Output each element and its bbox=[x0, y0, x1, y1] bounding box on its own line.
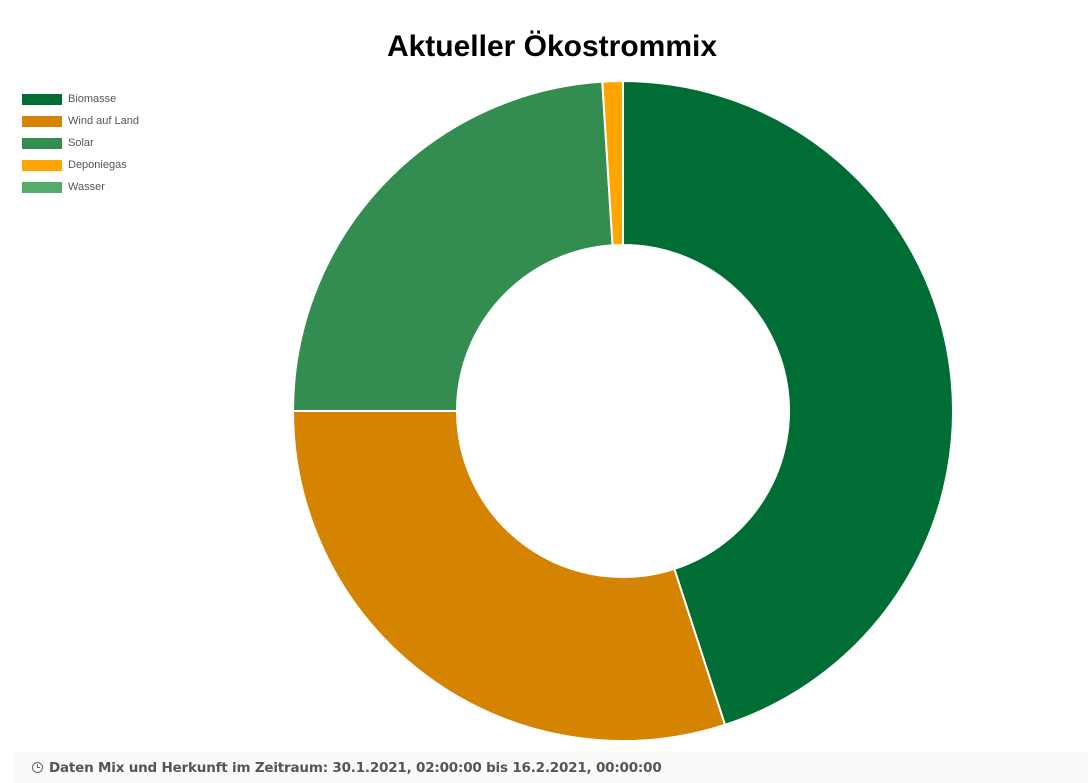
legend-label: Solar bbox=[68, 137, 94, 149]
legend-item-wasser[interactable]: Wasser bbox=[22, 176, 139, 198]
legend-swatch bbox=[22, 159, 62, 171]
legend-swatch bbox=[22, 137, 62, 149]
donut-slice-solar[interactable] bbox=[291, 80, 614, 412]
data-period-text: Daten Mix und Herkunft im Zeitraum: 30.1… bbox=[49, 759, 662, 776]
legend-label: Wasser bbox=[68, 181, 105, 193]
legend-label: Deponiegas bbox=[68, 159, 127, 171]
donut-slice-biomasse[interactable] bbox=[622, 79, 954, 727]
data-period-footer: Daten Mix und Herkunft im Zeitraum: 30.1… bbox=[14, 752, 1088, 783]
clock-icon bbox=[32, 762, 43, 773]
chart-legend: Biomasse Wind auf Land Solar Deponiegas Wass… bbox=[22, 88, 139, 198]
chart-title: Aktueller Ökostrommix bbox=[386, 30, 718, 63]
legend-item-solar[interactable]: Solar bbox=[22, 132, 139, 154]
legend-swatch bbox=[22, 181, 62, 193]
legend-label: Biomasse bbox=[68, 93, 117, 105]
legend-item-biomasse[interactable]: Biomasse bbox=[22, 88, 139, 110]
legend-swatch bbox=[22, 93, 62, 105]
legend-item-deponiegas[interactable]: Deponiegas bbox=[22, 154, 139, 176]
donut-slice-wind-auf-land[interactable] bbox=[291, 410, 727, 743]
legend-label: Wind auf Land bbox=[68, 115, 139, 127]
legend-swatch bbox=[22, 115, 62, 127]
legend-item-wind-auf-land[interactable]: Wind auf Land bbox=[22, 110, 139, 132]
donut-slice-deponiegas[interactable] bbox=[601, 79, 624, 247]
